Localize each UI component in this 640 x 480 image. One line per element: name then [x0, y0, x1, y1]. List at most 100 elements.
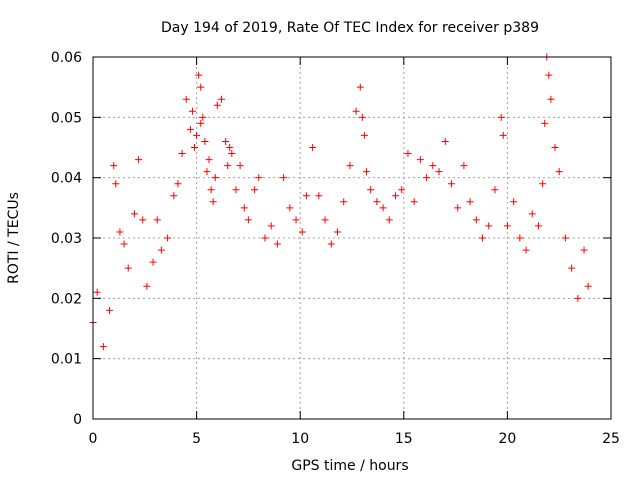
data-point	[157, 246, 165, 254]
y-tick-label: 0.06	[51, 50, 82, 66]
data-point	[302, 192, 310, 200]
data-point	[454, 204, 462, 212]
data-points	[89, 53, 592, 351]
data-point	[510, 198, 518, 206]
x-tick-label: 20	[498, 431, 516, 447]
data-point	[485, 222, 493, 230]
data-point	[240, 204, 248, 212]
data-point	[170, 192, 178, 200]
data-point	[153, 216, 161, 224]
data-point	[228, 150, 236, 158]
data-point	[226, 144, 234, 151]
data-point	[178, 150, 186, 158]
data-point	[197, 83, 205, 91]
data-point	[116, 228, 124, 236]
data-point	[404, 150, 412, 158]
data-point	[363, 168, 371, 176]
data-point	[209, 198, 217, 206]
data-point	[203, 168, 211, 176]
data-point	[327, 240, 335, 248]
data-point	[360, 131, 368, 139]
data-point	[191, 144, 199, 151]
y-tick-label: 0.01	[51, 352, 82, 368]
data-point	[435, 168, 443, 176]
data-point	[416, 156, 424, 164]
data-point	[315, 192, 323, 200]
data-point	[534, 222, 542, 230]
data-point	[213, 101, 221, 109]
data-point	[373, 198, 381, 206]
data-point	[236, 162, 244, 170]
data-point	[186, 125, 194, 133]
y-tick-label: 0.03	[51, 231, 82, 247]
data-point	[244, 216, 252, 224]
data-point	[398, 186, 406, 194]
data-point	[112, 180, 120, 188]
data-point	[199, 113, 207, 121]
data-point	[149, 258, 157, 266]
data-point	[574, 294, 582, 302]
data-point	[292, 216, 300, 224]
data-point	[164, 234, 172, 242]
data-point	[188, 107, 196, 115]
data-point	[193, 131, 201, 139]
data-point	[466, 198, 474, 206]
data-point	[539, 180, 547, 188]
data-point	[201, 137, 209, 145]
data-point	[561, 234, 569, 242]
x-tick-label: 0	[89, 431, 98, 447]
data-point	[555, 168, 563, 176]
data-point	[143, 282, 151, 290]
data-point	[346, 162, 354, 170]
x-tick-label: 10	[291, 431, 309, 447]
data-point	[273, 240, 281, 248]
data-point	[479, 234, 487, 242]
y-tick-label: 0.05	[51, 110, 82, 126]
data-point	[584, 282, 592, 290]
data-point	[255, 174, 263, 182]
data-point	[130, 210, 138, 218]
data-point	[568, 264, 576, 272]
data-point	[333, 228, 341, 236]
data-point	[135, 156, 143, 164]
data-point	[491, 186, 499, 194]
data-point	[423, 174, 431, 182]
data-point	[321, 216, 329, 224]
data-point	[124, 264, 132, 272]
data-point	[580, 246, 588, 254]
data-point	[460, 162, 468, 170]
data-point	[379, 204, 387, 212]
data-point	[120, 240, 128, 248]
data-point	[499, 131, 507, 139]
data-point	[197, 119, 205, 127]
x-tick-label: 15	[395, 431, 413, 447]
x-tick-label: 5	[192, 431, 201, 447]
data-point	[356, 83, 364, 91]
data-point	[232, 186, 240, 194]
data-point	[551, 144, 559, 151]
data-point	[340, 198, 348, 206]
data-point	[309, 144, 317, 151]
data-point	[410, 198, 418, 206]
data-point	[99, 343, 107, 351]
data-point	[195, 71, 203, 79]
data-point	[541, 119, 549, 127]
data-point	[429, 162, 437, 170]
data-point	[385, 216, 393, 224]
data-point	[174, 180, 182, 188]
data-point	[497, 113, 505, 121]
data-point	[298, 228, 306, 236]
data-point	[207, 186, 215, 194]
data-point	[352, 107, 360, 115]
data-point	[261, 234, 269, 242]
data-point	[280, 174, 288, 182]
axis-ticks: 0 5 10 15 20 25 0 0.01 0.02 0.03 0.04 0.05 0.06	[51, 50, 620, 447]
data-point	[224, 162, 232, 170]
data-point	[222, 137, 230, 145]
y-tick-label: 0.04	[51, 171, 82, 187]
y-tick-label: 0	[73, 412, 82, 428]
data-point	[447, 180, 455, 188]
data-point	[441, 137, 449, 145]
data-point	[205, 156, 213, 164]
